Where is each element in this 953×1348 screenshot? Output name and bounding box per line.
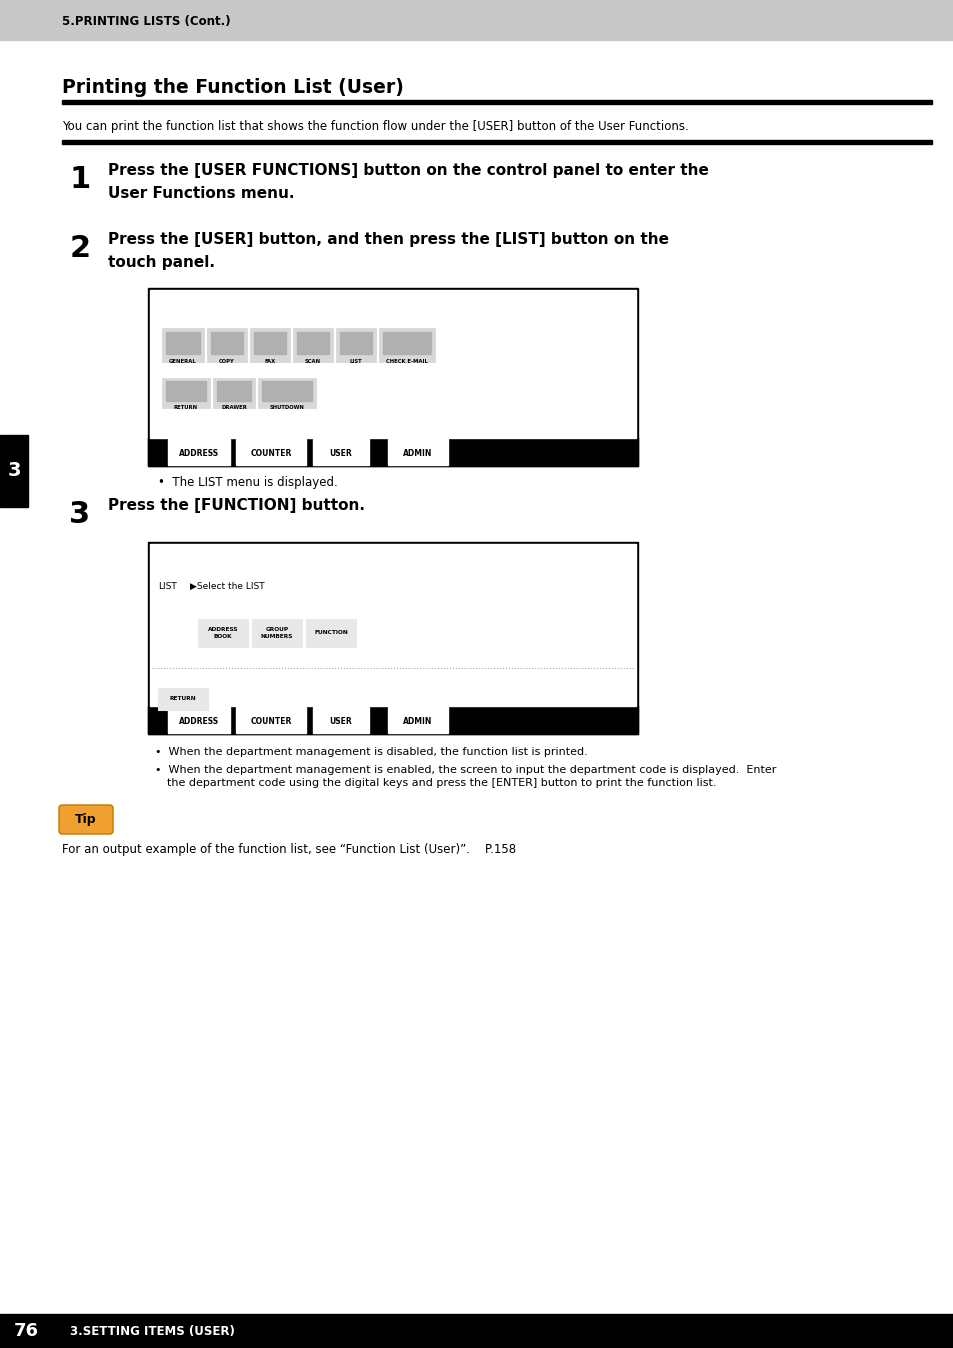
Bar bbox=[148, 542, 638, 735]
Bar bbox=[313, 706, 369, 733]
Text: COUNTER: COUNTER bbox=[250, 717, 292, 725]
Text: Tip: Tip bbox=[75, 813, 96, 825]
Text: SCAN: SCAN bbox=[305, 359, 321, 364]
Bar bbox=[0, 0, 953, 40]
Text: USER: USER bbox=[330, 717, 352, 725]
Bar bbox=[168, 439, 230, 465]
Text: 5.PRINTING LISTS (Cont.): 5.PRINTING LISTS (Cont.) bbox=[62, 15, 231, 27]
Text: ADDRESS: ADDRESS bbox=[179, 449, 219, 457]
Text: ADMIN: ADMIN bbox=[403, 449, 433, 457]
Text: You can print the function list that shows the function flow under the [USER] bu: You can print the function list that sho… bbox=[62, 120, 688, 133]
Text: 3: 3 bbox=[8, 461, 21, 480]
Bar bbox=[211, 332, 243, 355]
Bar bbox=[150, 545, 636, 706]
Bar bbox=[335, 328, 375, 363]
Bar bbox=[62, 100, 931, 104]
FancyBboxPatch shape bbox=[0, 1314, 52, 1348]
Text: •  When the department management is enabled, the screen to input the department: • When the department management is enab… bbox=[154, 766, 776, 775]
Text: LIST: LIST bbox=[350, 359, 362, 364]
Text: For an output example of the function list, see “Function List (User)”.    P.158: For an output example of the function li… bbox=[62, 842, 516, 856]
Text: 3: 3 bbox=[70, 500, 91, 528]
Bar bbox=[339, 332, 372, 355]
Text: SHUTDOWN: SHUTDOWN bbox=[270, 404, 304, 410]
Text: RETURN: RETURN bbox=[170, 697, 196, 701]
Bar bbox=[213, 377, 254, 408]
Text: ADMIN: ADMIN bbox=[403, 717, 433, 725]
Text: GROUP
NUMBERS: GROUP NUMBERS bbox=[260, 627, 293, 639]
Bar bbox=[250, 328, 290, 363]
Bar bbox=[0, 1314, 953, 1348]
Bar bbox=[306, 619, 355, 647]
Bar bbox=[235, 706, 306, 733]
Text: ADDRESS: ADDRESS bbox=[179, 717, 219, 725]
Bar bbox=[148, 288, 638, 466]
Text: USER: USER bbox=[330, 449, 352, 457]
Bar bbox=[262, 381, 312, 400]
Bar bbox=[166, 381, 206, 400]
Bar bbox=[253, 332, 286, 355]
Bar bbox=[62, 139, 931, 144]
Text: the department code using the digital keys and press the [ENTER] button to print: the department code using the digital ke… bbox=[167, 778, 716, 789]
Bar bbox=[198, 619, 248, 647]
Bar bbox=[216, 381, 251, 400]
Bar bbox=[252, 619, 302, 647]
Text: 3.SETTING ITEMS (USER): 3.SETTING ITEMS (USER) bbox=[70, 1325, 234, 1337]
Bar bbox=[313, 439, 369, 465]
Text: DRAWER: DRAWER bbox=[221, 404, 247, 410]
Bar bbox=[296, 332, 329, 355]
Text: ADDRESS
BOOK: ADDRESS BOOK bbox=[208, 627, 238, 639]
Bar bbox=[235, 439, 306, 465]
Text: FAX: FAX bbox=[264, 359, 275, 364]
Bar bbox=[0, 435, 28, 507]
Text: Press the [USER FUNCTIONS] button on the control panel to enter the: Press the [USER FUNCTIONS] button on the… bbox=[108, 163, 708, 178]
Text: •  When the department management is disabled, the function list is printed.: • When the department management is disa… bbox=[154, 747, 587, 758]
Text: Press the [FUNCTION] button.: Press the [FUNCTION] button. bbox=[108, 497, 365, 514]
Text: Press the [USER] button, and then press the [LIST] button on the: Press the [USER] button, and then press … bbox=[108, 232, 668, 247]
Text: CHECK E-MAIL: CHECK E-MAIL bbox=[386, 359, 428, 364]
Text: ▶Select the LIST: ▶Select the LIST bbox=[190, 582, 264, 590]
Bar bbox=[388, 439, 448, 465]
Bar bbox=[293, 328, 333, 363]
Bar bbox=[382, 332, 431, 355]
Text: RETURN: RETURN bbox=[173, 404, 198, 410]
Bar bbox=[388, 706, 448, 733]
Bar bbox=[378, 328, 435, 363]
Text: COPY: COPY bbox=[219, 359, 234, 364]
Bar bbox=[162, 377, 210, 408]
Text: touch panel.: touch panel. bbox=[108, 255, 214, 270]
Text: Printing the Function List (User): Printing the Function List (User) bbox=[62, 78, 403, 97]
Text: GENERAL: GENERAL bbox=[169, 359, 196, 364]
Bar bbox=[158, 687, 208, 710]
Bar bbox=[257, 377, 315, 408]
Bar bbox=[150, 290, 636, 438]
Text: LIST: LIST bbox=[158, 582, 176, 590]
Text: COUNTER: COUNTER bbox=[250, 449, 292, 457]
Bar bbox=[166, 332, 200, 355]
Text: FUNCTION: FUNCTION bbox=[314, 631, 348, 635]
Bar bbox=[207, 328, 247, 363]
Text: 76: 76 bbox=[13, 1322, 38, 1340]
Bar bbox=[162, 328, 204, 363]
Text: User Functions menu.: User Functions menu. bbox=[108, 186, 294, 201]
Bar bbox=[168, 706, 230, 733]
Bar bbox=[148, 706, 638, 735]
Bar bbox=[148, 438, 638, 466]
Text: 1: 1 bbox=[70, 164, 91, 194]
Text: •  The LIST menu is displayed.: • The LIST menu is displayed. bbox=[158, 476, 337, 489]
Text: 2: 2 bbox=[70, 235, 91, 263]
FancyBboxPatch shape bbox=[59, 805, 112, 834]
